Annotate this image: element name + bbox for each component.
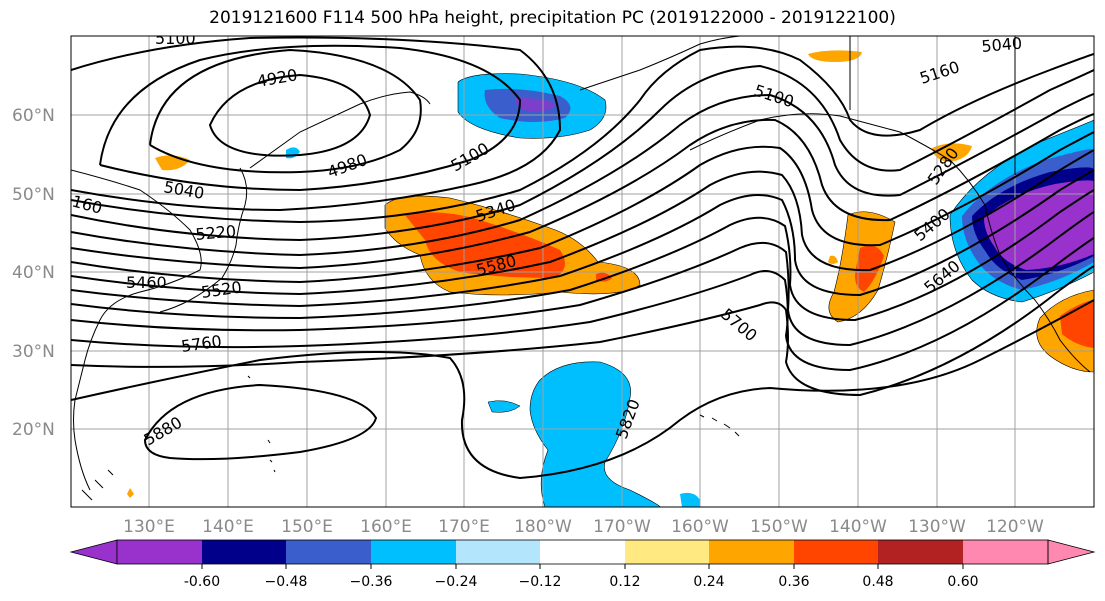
precip-area-positive <box>1060 300 1094 348</box>
lon-label: 160°E <box>360 517 412 537</box>
colorbar-swatch <box>625 540 709 564</box>
colorbar-swatch <box>117 540 202 564</box>
colorbar: -0.60 −0.48 −0.36 −0.24 −0.12 0.12 0.24 … <box>69 539 1096 590</box>
colorbar-outline <box>116 539 1049 565</box>
contour-5160 <box>71 45 1094 224</box>
precip-area-negative <box>984 180 1094 270</box>
coastlines <box>71 36 1091 501</box>
contour-5220 <box>71 64 1094 242</box>
precip-area-positive <box>828 255 838 264</box>
contour-5280 <box>71 93 1094 257</box>
precip-area-positive <box>855 245 884 292</box>
colorbar-swatch <box>286 540 371 564</box>
precip-area-positive <box>127 488 134 498</box>
contour-5880 <box>143 383 378 461</box>
precip-shading <box>127 50 1094 507</box>
kuril-islands <box>249 91 431 169</box>
west-pacific-islands <box>81 375 276 501</box>
contour-5400 <box>71 131 1094 284</box>
contour-5580 <box>71 189 1094 322</box>
colorbar-swatch <box>202 540 286 564</box>
contour-5040 <box>99 44 522 192</box>
precip-area-negative <box>515 97 556 112</box>
lon-label: 130°E <box>123 517 175 537</box>
precip-area-positive <box>405 212 565 278</box>
lon-label: 130°W <box>908 517 966 537</box>
lon-label: 140°W <box>829 517 887 537</box>
map-title: 2019121600 F114 500 hPa height, precipit… <box>209 8 896 28</box>
lat-label: 50°N <box>12 185 55 205</box>
colorbar-tick-label: -0.60 <box>184 574 220 590</box>
colorbar-swatch <box>878 540 963 564</box>
colorbar-swatch <box>709 540 794 564</box>
height-contours <box>71 36 1094 480</box>
alaska-coastline <box>579 36 741 91</box>
contour-5340 <box>71 113 1094 270</box>
colorbar-swatch <box>794 540 878 564</box>
contour-label: 5040 <box>981 34 1023 56</box>
map-panel: 5100 4920 4980 5040 5100 5340 5580 5220 … <box>71 29 1094 507</box>
asia-coastline <box>71 169 202 491</box>
lat-label: 60°N <box>12 106 55 126</box>
contour-label: 5100 <box>155 29 196 48</box>
contour-4980 <box>149 48 422 174</box>
lon-label: 170°E <box>438 517 490 537</box>
lat-label: 30°N <box>12 342 55 362</box>
precip-area-negative <box>487 400 521 413</box>
colorbar-tick-label: 0.60 <box>947 574 978 590</box>
contour-label: 5460 <box>126 273 167 292</box>
colorbar-extend-low <box>69 539 118 565</box>
colorbar-tick-label: 0.48 <box>862 574 893 590</box>
colorbar-swatch <box>540 540 625 564</box>
lat-label: 20°N <box>12 420 55 440</box>
contour-5820 <box>71 299 1094 480</box>
longitude-labels: 130°E 140°E 150°E 160°E 170°E 180°W 170°… <box>123 517 1044 537</box>
colorbar-tick-label: −0.36 <box>350 574 393 590</box>
colorbar-tick-label: 0.24 <box>693 574 724 590</box>
lon-label: 170°W <box>593 517 651 537</box>
colorbar-tick-label: −0.12 <box>519 574 562 590</box>
lon-label: 120°W <box>986 517 1044 537</box>
north-america-coastline <box>984 204 1091 373</box>
contour-5760 <box>71 265 1094 397</box>
lon-label: 140°E <box>202 517 254 537</box>
lat-label: 40°N <box>12 263 55 283</box>
precip-area-positive <box>808 50 862 62</box>
latitude-labels: 60°N 50°N 40°N 30°N 20°N <box>12 106 55 440</box>
hawaii-islands <box>699 414 740 437</box>
graticule <box>71 36 1094 507</box>
contour-5460 <box>71 149 1094 296</box>
contour-label: 5220 <box>195 222 237 244</box>
lon-label: 150°W <box>750 517 808 537</box>
colorbar-swatch <box>456 540 540 564</box>
contour-4920 <box>208 73 372 157</box>
map-frame <box>70 35 1095 508</box>
lon-label: 180°W <box>514 517 572 537</box>
colorbar-tick-label: −0.48 <box>265 574 308 590</box>
precip-area-negative <box>529 361 661 507</box>
lon-label: 160°W <box>671 517 729 537</box>
contour-5700 <box>71 237 1094 372</box>
contour-5100 <box>71 36 562 212</box>
colorbar-swatch <box>963 540 1048 564</box>
colorbar-tick-label: −0.24 <box>435 574 478 590</box>
colorbar-swatch <box>371 540 456 564</box>
colorbar-extend-high <box>1047 539 1096 565</box>
contour-5640 <box>71 211 1094 347</box>
colorbar-tick-label: 0.12 <box>609 574 640 590</box>
colorbar-tick-label: 0.36 <box>778 574 809 590</box>
lon-label: 150°E <box>281 517 333 537</box>
precip-area-negative <box>680 492 700 507</box>
contour-5520 <box>71 169 1094 308</box>
alaska-panhandle <box>689 113 986 206</box>
